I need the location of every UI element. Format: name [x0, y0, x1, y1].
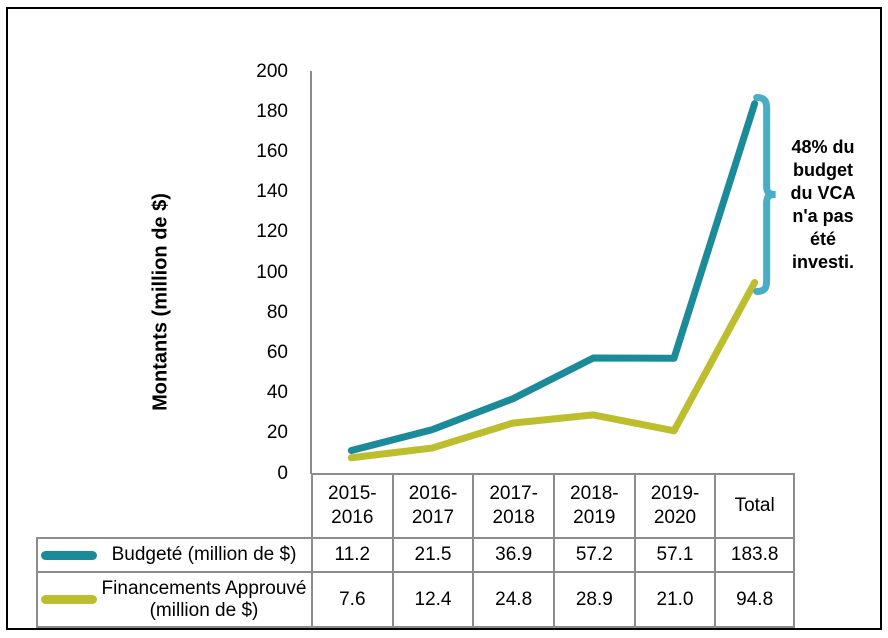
table-cell: 21.0: [633, 571, 715, 628]
y-tick-label: 120: [256, 221, 288, 243]
table-col-header: 2016- 2017: [391, 473, 473, 537]
y-tick-label: 160: [256, 140, 288, 162]
y-tick-label: 20: [266, 422, 288, 444]
table-cell: 94.8: [714, 571, 795, 628]
table-corner-cell: [36, 473, 311, 537]
series-line-1: [347, 278, 759, 462]
table-cell: 24.8: [472, 571, 553, 628]
y-tick-label: 80: [266, 301, 288, 323]
table-cell: 183.8: [714, 537, 795, 571]
legend-cell: Budgeté (million de $): [36, 537, 311, 571]
table-cell: 57.2: [552, 537, 634, 571]
legend-cell: Financements Approuvé (million de $): [36, 571, 311, 628]
table-col-header: 2019- 2020: [633, 473, 715, 537]
legend-swatch-line: [41, 550, 97, 560]
bracket: [753, 94, 776, 295]
legend-label: Budgeté (million de $): [111, 544, 297, 566]
y-tick-label: 60: [266, 341, 288, 363]
annotation-text: 48% du budget du VCA n'a pas été investi…: [790, 137, 856, 272]
y-tick-label: 40: [266, 382, 288, 404]
table-cell: 21.5: [391, 537, 473, 571]
y-tick-label: 180: [256, 100, 288, 122]
figure-border: [6, 7, 882, 630]
legend-swatch-line: [41, 595, 97, 604]
table-cell: 7.6: [311, 571, 392, 628]
y-tick-label: 100: [256, 261, 288, 283]
legend-label: Financements Approuvé (million de $): [101, 577, 307, 621]
table-cell: 12.4: [391, 571, 473, 628]
data-table: 2015- 2016 2016- 2017 2017- 2018 2018- 2019…: [36, 473, 795, 628]
y-tick-label: 200: [256, 60, 288, 82]
table-col-header: 2018- 2019: [552, 473, 634, 537]
table-cell: 36.9: [472, 537, 553, 571]
table-col-header: 2015- 2016: [311, 473, 392, 537]
table-col-header: Total: [714, 473, 795, 537]
y-tick-label: 0: [277, 462, 288, 484]
table-cell: 11.2: [311, 537, 392, 571]
table-col-header: 2017- 2018: [472, 473, 553, 537]
series-line-0: [347, 100, 759, 454]
table-cell: 57.1: [633, 537, 715, 571]
y-tick-label: 140: [256, 181, 288, 203]
table-cell: 28.9: [552, 571, 634, 628]
